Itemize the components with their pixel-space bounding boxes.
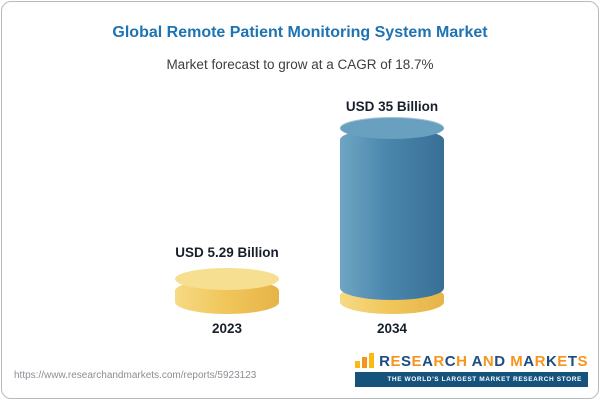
x-axis-label-2023: 2023 <box>211 321 243 336</box>
logo-top-row: RESEARCH AND MARKETS <box>355 353 588 370</box>
chart-title: Global Remote Patient Monitoring System … <box>112 24 488 41</box>
value-label-2023: USD 5.29 Billion <box>175 245 279 260</box>
bar-2034-top-ellipse <box>340 117 444 139</box>
value-label-2034: USD 35 Billion <box>345 99 439 114</box>
research-and-markets-logo: RESEARCH AND MARKETS THE WORLD'S LARGEST… <box>355 353 588 387</box>
x-axis-label-2034: 2034 <box>376 321 408 336</box>
bar-2034-blue-body <box>340 128 444 300</box>
bar-2023-top-ellipse <box>175 268 279 290</box>
chart-subtitle: Market forecast to grow at a CAGR of 18.… <box>166 57 434 72</box>
report-url-link[interactable]: https://www.researchandmarkets.com/repor… <box>14 370 257 381</box>
logo-tagline-banner: THE WORLD'S LARGEST MARKET RESEARCH STOR… <box>355 372 588 387</box>
bar-2023-cylinder <box>175 268 279 314</box>
bar-2034-cylinder <box>340 117 444 314</box>
logo-name: RESEARCH AND MARKETS <box>379 353 588 370</box>
bar-chart-icon <box>355 353 375 370</box>
